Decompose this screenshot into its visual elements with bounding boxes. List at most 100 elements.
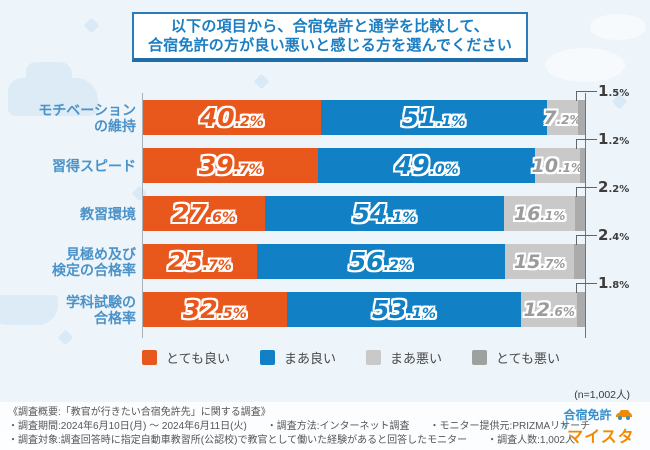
value-fraction: .5% — [608, 88, 630, 99]
footer-line-1: 《調査概要:「教官が行きたい合宿免許先」に関する調査》 — [8, 407, 271, 418]
bar-segment-2: 54.1% — [264, 196, 505, 231]
legend-label: まあ良い — [283, 351, 336, 366]
category-label: 学科試験の 合格率 — [0, 292, 136, 327]
value-integer: 39 — [198, 151, 234, 180]
legend-item: とても良い — [142, 348, 230, 367]
bar-value-label: 7.2% — [543, 107, 581, 129]
value-integer: 7 — [543, 106, 557, 129]
value-fraction: .7% — [202, 258, 232, 274]
value-integer: 1 — [598, 82, 609, 100]
bar-value-label: 27.6% — [172, 199, 236, 228]
bar-value-label: 39.7% — [199, 151, 263, 180]
value-integer: 2 — [598, 226, 609, 244]
bar-value-label: 10.1% — [532, 155, 583, 177]
value-fraction: .2% — [383, 258, 413, 274]
bar-value-label: 25.7% — [168, 247, 232, 276]
bar-segment-3: 15.7% — [504, 244, 575, 279]
bar-value-label: 53.1% — [372, 295, 436, 324]
bar-segment-4 — [577, 292, 585, 327]
value-fraction: .8% — [608, 280, 630, 291]
value-integer: 1 — [598, 274, 609, 292]
value-fraction: .1% — [558, 160, 584, 175]
callout-value-label: 1.2% — [598, 131, 629, 150]
bar-segment-1: 39.7% — [143, 148, 319, 183]
value-fraction: .0% — [429, 162, 459, 178]
category-label: 見極め及び 検定の合格率 — [0, 244, 136, 279]
value-fraction: .4% — [608, 232, 630, 243]
legend-swatch — [259, 350, 275, 365]
bar-value-label: 56.2% — [349, 247, 413, 276]
callout-bracket — [576, 235, 597, 245]
bar-segment-1: 25.7% — [143, 244, 257, 279]
bar-segment-4 — [575, 196, 585, 231]
footer-line-2: ・調査期間:2024年6月10日(月) ～ 2024年6月11日(火) ・調査方… — [8, 421, 591, 432]
bar-segment-2: 49.0% — [318, 148, 536, 183]
sample-size-note: (n=1,002人) — [574, 389, 630, 401]
bar-segment-1: 27.6% — [143, 196, 265, 231]
bar-row: 25.7% 56.2% 15.7% — [143, 244, 585, 279]
value-integer: 16 — [513, 202, 541, 225]
bar-segment-2: 51.1% — [320, 100, 547, 135]
category-label-line: 教習環境 — [80, 205, 136, 222]
value-fraction: .2% — [608, 136, 630, 147]
legend-item: とても悪い — [472, 348, 560, 367]
value-integer: 10 — [531, 154, 559, 177]
value-fraction: .2% — [608, 184, 630, 195]
category-label-line: 学科試験の — [66, 293, 136, 310]
value-fraction: .7% — [233, 162, 263, 178]
bar-segment-4 — [574, 244, 585, 279]
category-label-line: 習得スピード — [52, 157, 136, 174]
boat-illustration — [0, 295, 58, 325]
bar-value-label: 32.5% — [183, 295, 247, 324]
legend-swatch — [472, 350, 488, 365]
value-integer: 53 — [372, 295, 407, 324]
legend-label: とても悪い — [496, 351, 560, 366]
bar-value-label: 16.1% — [514, 203, 565, 225]
title-line-1: 以下の項目から、合宿免許と通学を比較して、 — [170, 18, 489, 35]
logo-text-top: 合宿免許 — [563, 408, 612, 422]
category-label-line: 合格率 — [94, 309, 136, 326]
bar-value-label: 40.2% — [200, 103, 264, 132]
category-label-line: の維持 — [94, 117, 136, 134]
value-integer: 1 — [598, 130, 609, 148]
value-fraction: .1% — [540, 208, 566, 223]
category-label: 習得スピード — [0, 148, 136, 183]
axis-line-right — [585, 93, 586, 338]
legend-label: まあ悪い — [390, 351, 443, 366]
callout-value-label: 2.4% — [598, 227, 629, 246]
logo-text-bottom: マイスター — [567, 429, 635, 446]
bar-segment-4 — [578, 100, 585, 135]
value-integer: 27 — [172, 199, 207, 228]
value-fraction: .5% — [217, 306, 247, 322]
legend-item: まあ悪い — [366, 348, 442, 367]
value-integer: 2 — [598, 178, 609, 196]
callout-bracket — [576, 187, 597, 197]
bar-segment-3: 16.1% — [504, 196, 576, 231]
bar-value-label: 15.7% — [514, 251, 565, 273]
callout-value-label: 1.5% — [598, 83, 629, 102]
callout-bracket — [576, 283, 597, 293]
legend-label: とても良い — [166, 351, 230, 366]
bar-segment-1: 32.5% — [143, 292, 287, 327]
value-integer: 15 — [513, 250, 541, 273]
category-label-line: モチベーション — [38, 101, 136, 118]
value-fraction: .1% — [436, 114, 466, 130]
bar-row: 32.5% 53.1% 12.6% — [143, 292, 585, 327]
footer-line-3: ・調査対象:調査回答時に指定自動車教習所(公認校)で教官として働いた経験があると… — [8, 435, 575, 446]
value-fraction: .6% — [549, 304, 575, 319]
car-illustration — [26, 62, 72, 86]
value-integer: 54 — [352, 199, 388, 228]
value-integer: 25 — [167, 247, 203, 276]
bar-segment-3: 7.2% — [543, 100, 582, 135]
bar-segment-2: 56.2% — [256, 244, 505, 279]
title-line-2: 合宿免許の方が良い悪いと感じる方を選んでください — [147, 37, 513, 54]
car-icon — [615, 410, 632, 420]
bar-value-label: 51.1% — [402, 103, 466, 132]
bar-segment-1: 40.2% — [143, 100, 321, 135]
logo-accent: ^ — [561, 423, 568, 434]
value-fraction: .6% — [206, 210, 236, 226]
value-integer: 49 — [394, 151, 430, 180]
legend-swatch — [142, 350, 158, 365]
bar-row: 40.2% 51.1% 7.2% — [143, 100, 585, 135]
